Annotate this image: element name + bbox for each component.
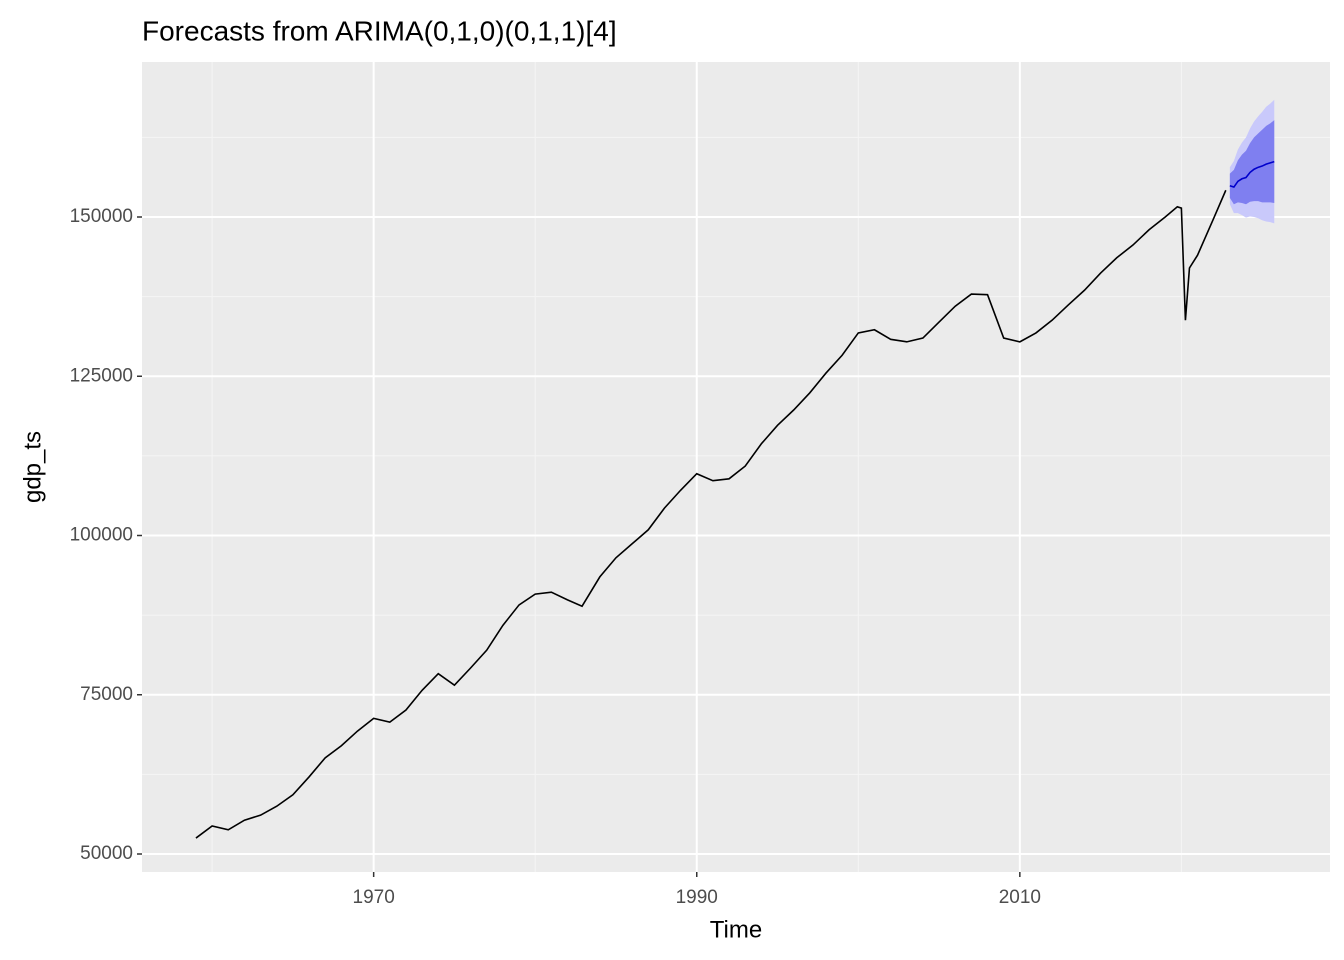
y-tick-label: 100000 xyxy=(70,525,133,546)
x-tick-label: 1970 xyxy=(353,887,395,908)
band-80 xyxy=(1229,120,1275,205)
y-tick-label: 50000 xyxy=(80,843,133,864)
history-line xyxy=(195,189,1227,839)
forecast-line xyxy=(1229,160,1275,188)
y-tick-label: 125000 xyxy=(70,365,133,386)
y-tick-label: 75000 xyxy=(80,684,133,705)
x-tick-label: 2010 xyxy=(999,887,1041,908)
y-tick-label: 150000 xyxy=(70,206,133,227)
y-axis-title: gdp_ts xyxy=(19,431,46,503)
panel xyxy=(142,62,1330,872)
chart-title: Forecasts from ARIMA(0,1,0)(0,1,1)[4] xyxy=(142,15,617,46)
x-axis-title: Time xyxy=(710,916,762,943)
x-tick-label: 1990 xyxy=(676,887,718,908)
